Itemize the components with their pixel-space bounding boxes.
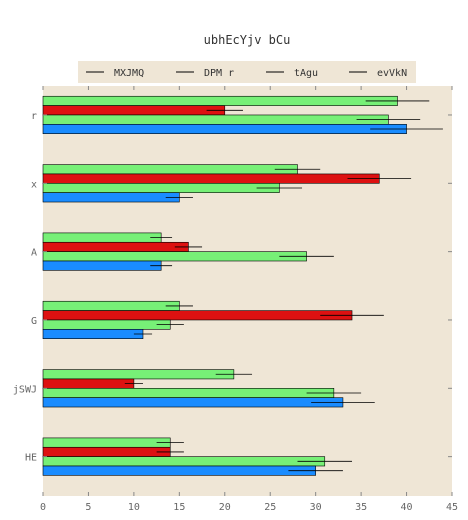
bar-x-dpm-r xyxy=(42,173,380,184)
legend: MXJMQ DPM r tAgu evVkN xyxy=(78,61,416,83)
legend-box xyxy=(78,61,416,83)
bar-r-tagu xyxy=(42,114,389,125)
y-tick-label: x xyxy=(31,179,37,190)
bar-x-mxjmq xyxy=(42,164,298,175)
bar-jswj-tagu xyxy=(42,388,335,398)
y-tick-label: r xyxy=(31,111,37,122)
bar-x-tagu xyxy=(42,183,280,193)
bar-g-mxjmq xyxy=(42,300,180,311)
y-tick-label: A xyxy=(31,248,37,259)
bar-r-evvkn xyxy=(42,124,407,134)
y-tick-label: HE xyxy=(25,453,37,464)
bar-r-mxjmq xyxy=(42,95,398,106)
bar-g-tagu xyxy=(42,319,171,330)
bar-he-tagu xyxy=(42,456,326,467)
bars-group xyxy=(42,95,407,476)
x-tick-label: 30 xyxy=(310,502,322,513)
legend-label: DPM r xyxy=(204,68,234,79)
bar-a-evvkn xyxy=(42,260,162,271)
bar-g-dpm-r xyxy=(42,310,353,321)
error-bars-group xyxy=(124,100,443,472)
y-tick-label: jSWJ xyxy=(13,384,37,395)
x-tick-label: 0 xyxy=(40,502,46,513)
x-tick-label: 15 xyxy=(173,502,185,513)
bar-x-evvkn xyxy=(42,192,180,203)
x-tick-label: 45 xyxy=(446,502,458,513)
x-tick-label: 40 xyxy=(401,502,413,513)
legend-label: MXJMQ xyxy=(114,68,144,79)
bar-jswj-evvkn xyxy=(42,397,344,408)
x-tick-label: 20 xyxy=(219,502,231,513)
bar-a-dpm-r xyxy=(42,241,189,252)
legend-label: tAgu xyxy=(294,68,318,79)
bar-r-dpm-r xyxy=(42,105,226,116)
plot-area xyxy=(43,86,452,496)
x-tick-label: 10 xyxy=(128,502,140,513)
x-tick-label: 35 xyxy=(355,502,367,513)
bar-jswj-dpm-r xyxy=(42,378,135,389)
y-tick-label: G xyxy=(31,316,37,327)
x-tick-label: 25 xyxy=(264,502,276,513)
bar-jswj-mxjmq xyxy=(42,369,235,380)
bar-he-dpm-r xyxy=(42,446,171,457)
bar-he-mxjmq xyxy=(42,437,171,448)
bar-he-evvkn xyxy=(42,465,316,476)
chart-title: ubhEcYjv bCu xyxy=(204,33,291,47)
legend-label: evVkN xyxy=(377,68,407,79)
bar-a-tagu xyxy=(42,251,307,262)
x-tick-label: 5 xyxy=(85,502,91,513)
bar-g-evvkn xyxy=(42,329,144,339)
bar-a-mxjmq xyxy=(42,232,162,243)
